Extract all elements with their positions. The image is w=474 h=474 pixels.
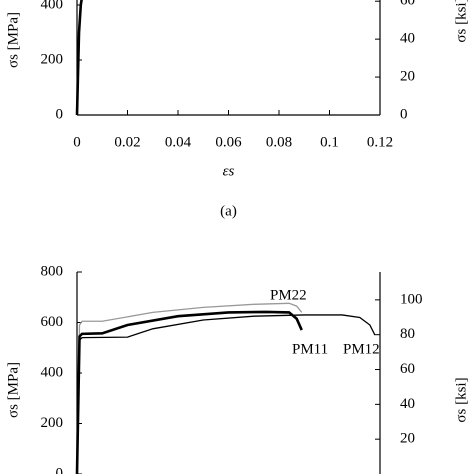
y2-tick-label: 40	[400, 31, 415, 47]
x-tick-label: 0	[73, 134, 81, 150]
series-label: PM12	[343, 341, 380, 357]
x-tick-label: 0.04	[165, 134, 192, 150]
series-line	[75, 310, 303, 474]
y-tick-label: 800	[41, 263, 64, 279]
y-tick-label: 600	[41, 314, 64, 330]
y2-tick-label: 40	[400, 396, 415, 412]
y-axis-label: σs [MPa]	[5, 362, 21, 418]
y2-tick-label: 20	[400, 69, 415, 85]
y2-axis-label: σs [ksi]	[453, 0, 469, 43]
series-line	[75, 0, 83, 116]
y2-tick-label: 80	[400, 326, 415, 342]
series-line	[76, 314, 376, 474]
y-tick-label: 0	[56, 106, 64, 122]
y-tick-label: 400	[41, 0, 64, 12]
caption: (a)	[220, 203, 237, 219]
y2-axis-label: σs [ksi]	[453, 377, 469, 422]
y-tick-label: 0	[56, 465, 64, 474]
y-tick-label: 200	[41, 415, 64, 431]
y2-tick-label: 20	[400, 431, 415, 447]
series-label: PM22	[270, 287, 307, 303]
x-tick-label: 0.12	[367, 134, 393, 150]
x-axis-label: εs	[223, 163, 235, 179]
series-line	[76, 302, 303, 474]
x-tick-label: 0.08	[266, 134, 292, 150]
y2-tick-label: 100	[400, 291, 423, 307]
x-tick-label: 0.06	[215, 134, 242, 150]
y-tick-label: 400	[41, 364, 64, 380]
y2-tick-label: 0	[400, 106, 408, 122]
y-tick-label: 200	[41, 51, 64, 67]
y2-tick-label: 60	[400, 0, 415, 9]
x-tick-label: 0.02	[114, 134, 140, 150]
y-axis-label: σs [MPa]	[5, 12, 21, 68]
x-tick-label: 0.1	[320, 134, 339, 150]
y2-tick-label: 60	[400, 361, 415, 377]
series-label: PM11	[292, 341, 328, 357]
